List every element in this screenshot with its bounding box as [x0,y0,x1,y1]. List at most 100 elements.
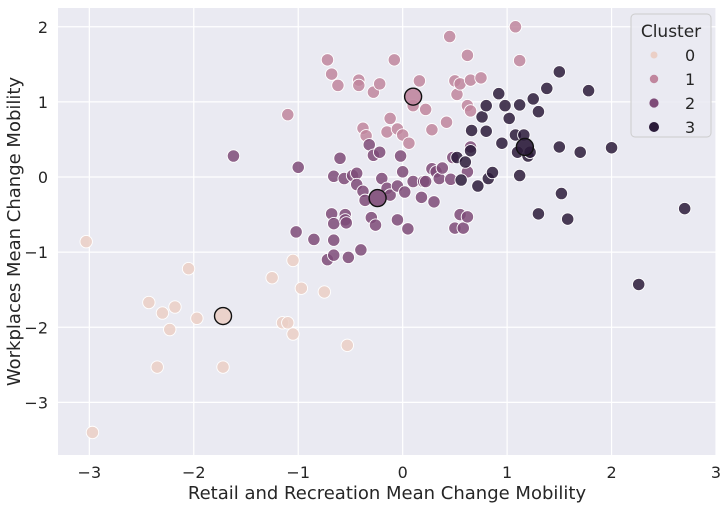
x-tick-label: 1 [502,463,512,482]
y-tick-label: −3 [24,393,48,412]
data-point-cluster-1 [463,104,478,118]
data-point-cluster-1 [425,123,439,137]
cluster-centroids [213,87,535,326]
data-point-cluster-1 [324,67,339,81]
data-point-cluster-3 [502,111,516,126]
data-point-cluster-2 [414,190,429,204]
data-point-cluster-1 [373,77,387,91]
data-point-cluster-1 [352,78,366,93]
data-point-cluster-3 [512,98,527,112]
data-point-cluster-2 [341,250,356,265]
data-point-cluster-2 [327,233,341,247]
data-point-cluster-3 [495,136,509,150]
data-point-cluster-0 [163,322,177,337]
data-point-cluster-0 [85,425,100,440]
data-point-cluster-2 [418,174,433,189]
data-point-cluster-3 [526,92,540,106]
data-point-cluster-0 [150,360,164,374]
data-point-cluster-1 [383,111,397,126]
data-point-cluster-3 [632,277,646,292]
y-tick-label: −2 [24,318,48,337]
data-point-cluster-1 [460,48,475,62]
data-point-cluster-3 [531,207,546,221]
data-point-cluster-0 [265,271,279,285]
y-tick-label: 2 [38,18,48,37]
y-tick-label: 0 [38,168,48,187]
data-point-cluster-2 [427,195,441,209]
data-point-cluster-0 [142,295,156,310]
legend-label-1: 1 [685,70,695,89]
y-tick-label: −1 [24,243,48,262]
data-point-cluster-0 [340,338,354,352]
grid-lines [58,8,717,455]
legend: Cluster 0 1 2 3 [630,13,712,138]
data-point-cluster-3 [678,201,692,216]
data-point-cluster-3 [604,141,619,155]
data-point-cluster-0 [181,262,196,276]
data-point-cluster-2 [396,165,410,179]
legend-marker-0 [650,51,658,59]
data-point-cluster-2 [291,160,305,174]
data-point-cluster-1 [331,78,345,93]
data-point-cluster-2 [435,161,450,175]
data-point-cluster-2 [373,145,387,159]
data-point-cluster-3 [581,83,596,98]
data-point-cluster-3 [475,110,489,124]
x-tick-label: 2 [606,463,616,482]
data-point-cluster-0 [79,234,93,249]
data-point-cluster-3 [561,212,575,226]
data-point-cluster-1 [474,71,488,85]
legend-marker-1 [649,74,659,84]
data-point-cluster-2 [456,221,470,235]
data-point-cluster-2 [398,185,412,199]
data-point-cluster-1 [443,29,457,44]
data-point-cluster-2 [307,232,321,247]
legend-title: Cluster [641,22,701,42]
x-axis-label: Retail and Recreation Mean Change Mobili… [188,483,587,504]
data-point-cluster-0 [168,300,182,314]
centroid-cluster-1 [403,87,423,106]
data-point-cluster-3 [554,186,569,201]
data-point-cluster-3 [485,165,500,180]
data-point-cluster-0 [294,281,309,295]
data-point-cluster-3 [498,99,512,113]
data-point-cluster-3 [540,81,554,96]
data-point-cluster-3 [492,86,506,101]
x-axis-ticks: −3 −2 −1 0 1 2 3 [78,463,721,482]
data-point-cluster-2 [354,243,368,257]
y-axis-ticks: −3 −2 −1 0 1 2 [24,18,48,413]
data-point-cluster-3 [464,123,479,138]
data-point-cluster-3 [552,140,566,154]
x-tick-label: −1 [286,463,310,482]
centroid-cluster-2 [368,188,387,208]
data-point-cluster-2 [289,225,303,239]
data-point-cluster-1 [281,108,295,122]
centroid-cluster-0 [213,306,233,326]
legend-marker-3 [649,122,659,132]
x-tick-label: 3 [711,463,721,482]
data-point-cluster-2 [401,222,415,236]
plot-background [58,8,716,455]
data-point-cluster-1 [512,53,527,68]
data-points [79,20,692,440]
data-point-cluster-3 [573,145,587,159]
data-point-cluster-1 [320,53,335,67]
data-point-cluster-2 [327,216,341,231]
data-point-cluster-2 [350,166,364,180]
data-point-cluster-0 [286,253,300,268]
data-point-cluster-0 [216,360,230,374]
data-point-cluster-3 [512,168,527,183]
data-point-cluster-2 [393,149,408,163]
data-point-cluster-0 [155,306,170,320]
centroid-cluster-3 [515,137,535,157]
data-point-cluster-3 [458,155,472,169]
data-point-cluster-3 [479,99,493,113]
data-point-cluster-0 [190,311,204,325]
data-point-cluster-1 [439,115,454,129]
data-point-cluster-2 [390,213,405,227]
data-point-cluster-3 [463,144,478,158]
data-point-cluster-1 [387,53,401,67]
x-tick-label: −2 [182,463,206,482]
data-point-cluster-0 [286,327,300,341]
